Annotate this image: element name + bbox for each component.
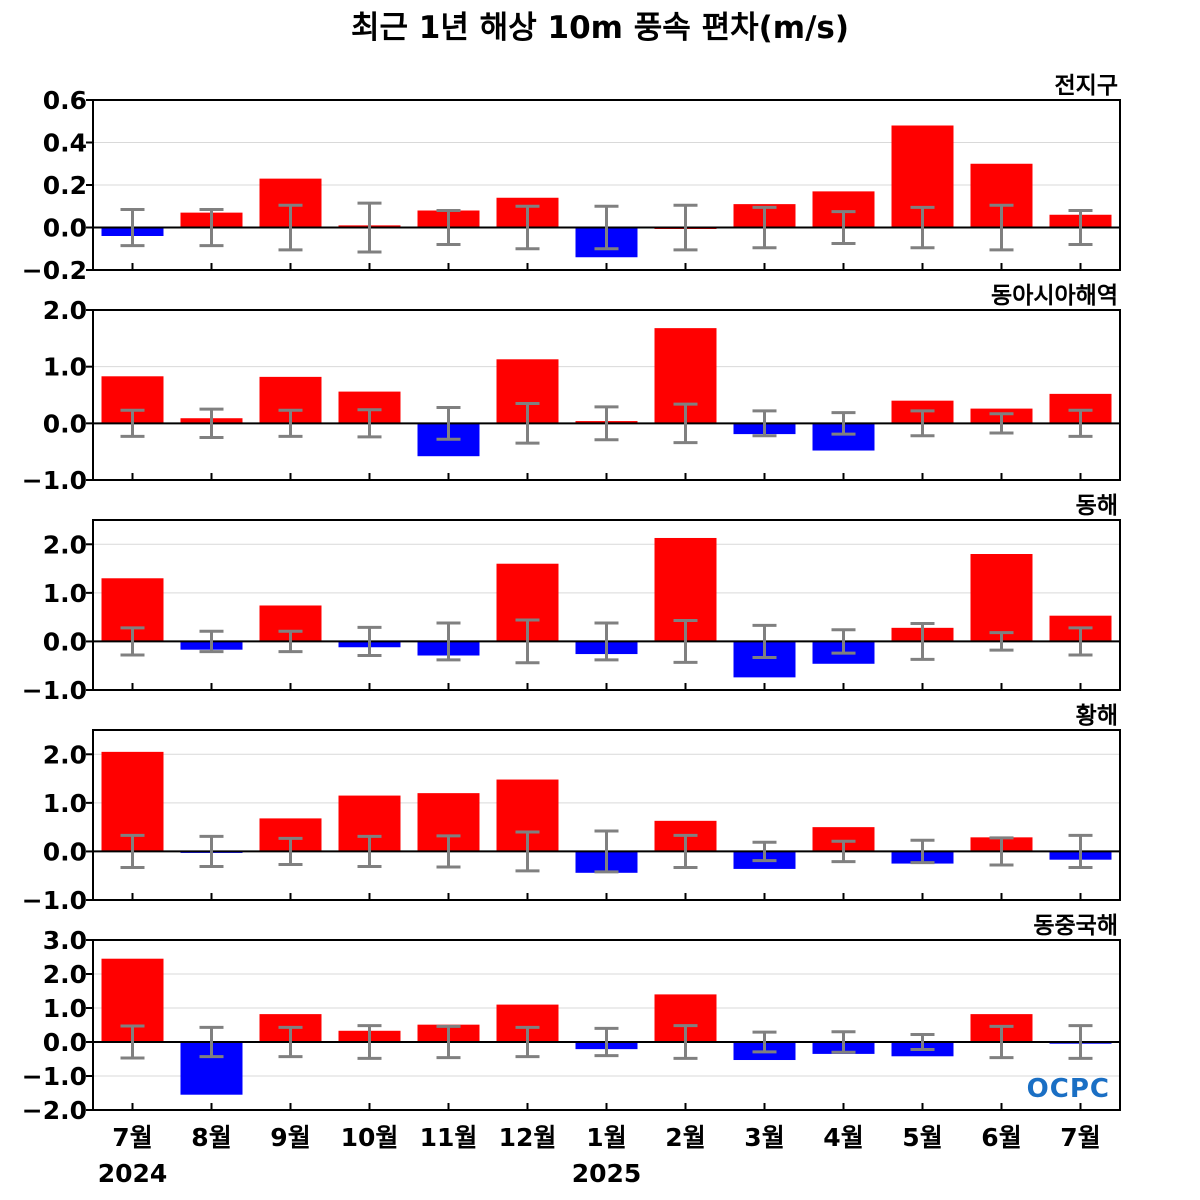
x-tick-label: 11월 xyxy=(420,1123,478,1152)
ocpc-logo: OCPC xyxy=(1027,1074,1110,1104)
panel-5: −2.0 −1.0 0.0 1.0 2.0 3.0 동중국해 xyxy=(22,913,1121,1125)
y-tick-label: 2.0 xyxy=(43,960,87,989)
plot-frame xyxy=(92,519,1121,691)
x-tick-label: 1월 xyxy=(586,1123,626,1152)
x-tick-label: 3월 xyxy=(744,1123,784,1152)
x-tick-label: 12월 xyxy=(499,1123,557,1152)
panel-title: 동해 xyxy=(1076,493,1118,519)
panel-title: 동중국해 xyxy=(1033,913,1118,939)
y-tick-label: −1.0 xyxy=(22,466,87,495)
y-tick-label: 2.0 xyxy=(43,740,87,769)
y-tick-label: 0.0 xyxy=(43,214,87,243)
y-tick-label: 2.0 xyxy=(43,296,87,325)
y-tick-label: 0.6 xyxy=(43,86,87,115)
y-tick-label: 0.0 xyxy=(43,409,87,438)
bar xyxy=(970,554,1033,642)
y-tick-label: 0.4 xyxy=(43,129,87,158)
plot-frame xyxy=(92,729,1121,901)
panel-3: −1.0 0.0 1.0 2.0 동해 xyxy=(22,493,1121,705)
x-tick-label: 7월 xyxy=(112,1123,152,1152)
x-tick-label: 9월 xyxy=(270,1123,310,1152)
panel-4: −1.0 0.0 1.0 2.0 황해 xyxy=(22,703,1121,915)
panel-title: 전지구 xyxy=(1055,73,1118,99)
y-tick-label: 1.0 xyxy=(43,994,87,1023)
x-tick-label: 2월 xyxy=(665,1123,705,1152)
y-tick-label: −2.0 xyxy=(22,1096,87,1125)
y-tick-label: 0.0 xyxy=(43,1028,87,1057)
x-tick-label: 5월 xyxy=(902,1123,942,1152)
panel-2: −1.0 0.0 1.0 2.0 동아시아해역 xyxy=(22,283,1121,495)
y-tick-label: 3.0 xyxy=(43,926,87,955)
y-tick-label: 1.0 xyxy=(43,579,87,608)
x-tick-label: 6월 xyxy=(981,1123,1021,1152)
y-tick-label: −1.0 xyxy=(22,1062,87,1091)
y-tick-label: 0.2 xyxy=(43,171,87,200)
y-tick-label: 0.0 xyxy=(43,837,87,866)
y-tick-label: 0.0 xyxy=(43,627,87,656)
y-tick-label: 1.0 xyxy=(43,353,87,382)
y-tick-label: 1.0 xyxy=(43,789,87,818)
panel-title: 동아시아해역 xyxy=(991,283,1118,309)
plot-frame xyxy=(92,939,1121,1111)
x-tick-label: 4월 xyxy=(823,1123,863,1152)
year-label: 2024 xyxy=(98,1159,168,1188)
panel-1: −0.2 0.0 0.2 0.4 0.6 전지구 xyxy=(22,73,1121,285)
x-tick-label: 10월 xyxy=(341,1123,399,1152)
plot-frame xyxy=(92,309,1121,481)
y-tick-label: 2.0 xyxy=(43,530,87,559)
x-tick-label: 7월 xyxy=(1060,1123,1100,1152)
y-tick-label: −0.2 xyxy=(22,256,87,285)
x-tick-label: 8월 xyxy=(191,1123,231,1152)
panel-title: 황해 xyxy=(1076,703,1118,729)
chart-title: 최근 1년 해상 10m 풍속 편차(m/s) xyxy=(350,10,850,46)
y-tick-label: −1.0 xyxy=(22,886,87,915)
year-label: 2025 xyxy=(572,1159,642,1188)
y-tick-label: −1.0 xyxy=(22,676,87,705)
